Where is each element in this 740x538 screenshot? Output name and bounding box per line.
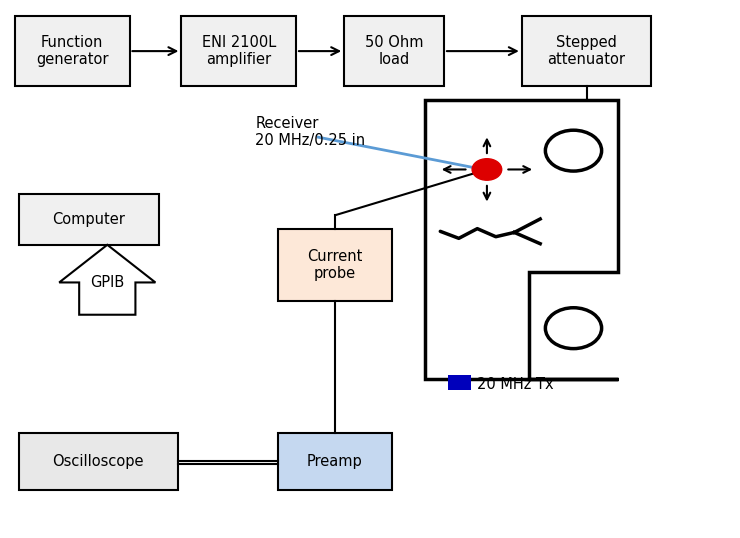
Bar	[522, 16, 651, 86]
Bar	[344, 16, 444, 86]
Circle shape	[472, 159, 502, 180]
Text: Oscilloscope: Oscilloscope	[53, 454, 144, 469]
Bar	[278, 229, 392, 301]
Bar	[18, 194, 159, 245]
Bar	[181, 16, 296, 86]
Text: GPIB: GPIB	[90, 275, 124, 290]
Text: Computer: Computer	[53, 212, 125, 226]
Bar	[15, 16, 130, 86]
Text: Function
generator: Function generator	[36, 35, 108, 67]
Bar	[278, 433, 392, 490]
Text: Receiver
20 MHz/0.25 in: Receiver 20 MHz/0.25 in	[255, 116, 366, 148]
Text: Current
probe: Current probe	[307, 249, 363, 281]
Bar	[448, 375, 471, 390]
Text: ENI 2100L
amplifier: ENI 2100L amplifier	[201, 35, 276, 67]
Polygon shape	[59, 245, 155, 315]
Text: Preamp: Preamp	[307, 454, 363, 469]
Text: 20 MHz Tx: 20 MHz Tx	[477, 377, 554, 392]
Bar	[18, 433, 178, 490]
Text: Stepped
attenuator: Stepped attenuator	[548, 35, 625, 67]
Polygon shape	[425, 100, 618, 379]
Text: 50 Ohm
load: 50 Ohm load	[365, 35, 423, 67]
